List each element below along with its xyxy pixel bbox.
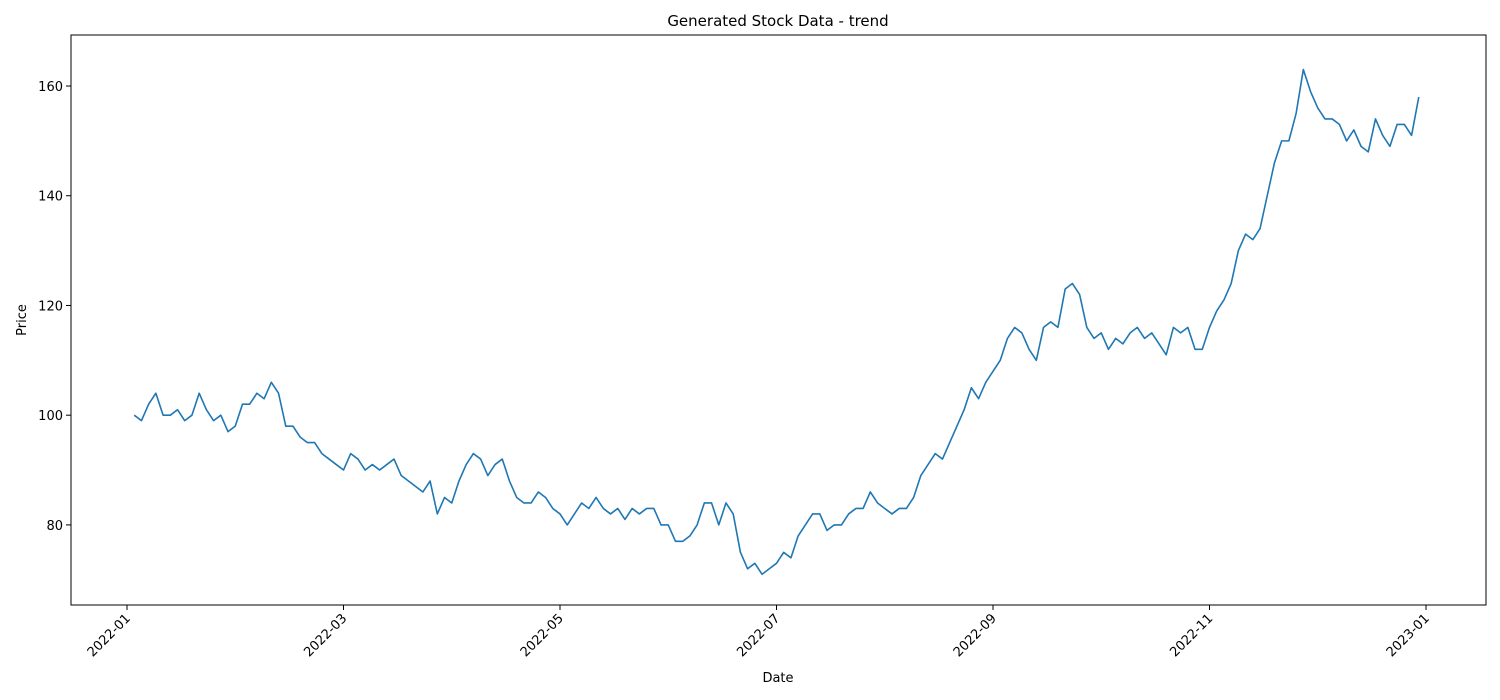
x-tick-label: 2022-01: [85, 611, 134, 660]
x-tick-label: 2022-11: [1167, 611, 1216, 660]
x-tick-label: 2022-07: [734, 611, 783, 660]
y-tick-label: 80: [46, 519, 63, 534]
x-tick-label: 2022-03: [301, 611, 350, 660]
chart-title: Generated Stock Data - trend: [667, 12, 888, 30]
y-tick-label: 140: [38, 190, 63, 205]
plot-frame: [70, 34, 1487, 606]
y-axis-label: Price: [15, 304, 30, 336]
price-line: [133, 68, 1420, 576]
x-tick-label: 2022-05: [518, 611, 567, 660]
y-tick-label: 160: [38, 80, 63, 95]
x-tick-label: 2022-09: [951, 611, 1000, 660]
y-tick-label: 120: [38, 299, 63, 314]
x-axis-label: Date: [762, 671, 793, 686]
x-tick-label: 2023-01: [1384, 611, 1433, 660]
y-tick-label: 100: [38, 409, 63, 424]
